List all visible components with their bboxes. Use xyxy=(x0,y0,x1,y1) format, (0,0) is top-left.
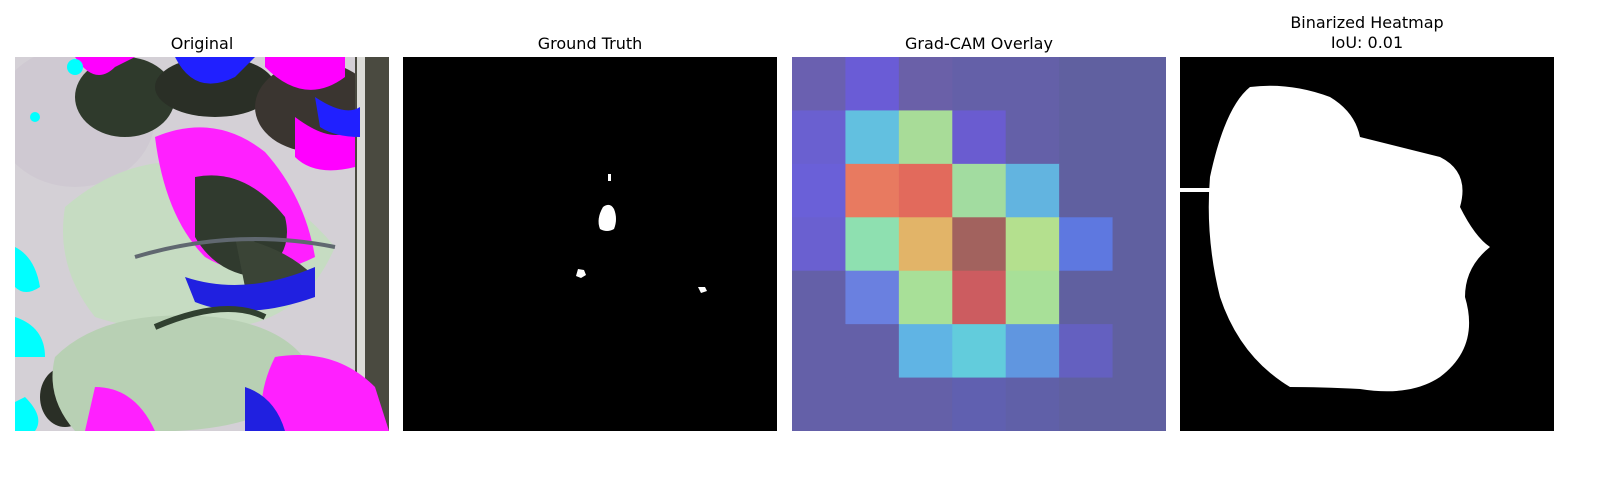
gradcam-cell xyxy=(1005,217,1060,272)
gradcam-cell xyxy=(952,377,1007,431)
gradcam-cell xyxy=(792,163,846,218)
gradcam-cell xyxy=(898,110,953,165)
gradcam-cell xyxy=(845,377,900,431)
gradcam-cell xyxy=(898,324,953,379)
gradcam-cell xyxy=(1005,110,1060,165)
gradcam-cell xyxy=(898,217,953,272)
gradcam-cell xyxy=(952,110,1007,165)
panel-gradcam-overlay: Grad-CAM Overlay xyxy=(792,0,1166,500)
gradcam-cell xyxy=(1005,324,1060,379)
gradcam-cell xyxy=(1112,217,1166,272)
gradcam-cell xyxy=(792,110,846,165)
gradcam-cell xyxy=(845,163,900,218)
panel-title-binarized-heatmap: Binarized Heatmap IoU: 0.01 xyxy=(1290,13,1444,52)
gradcam-cell xyxy=(952,217,1007,272)
gradcam-cell xyxy=(792,270,846,325)
gradcam-cell xyxy=(1059,163,1114,218)
gradcam-cell xyxy=(792,57,846,111)
panel-title-original: Original xyxy=(170,34,234,53)
gradcam-cell xyxy=(898,377,953,431)
binarized-heatmap-mask xyxy=(1180,57,1554,431)
gradcam-cell xyxy=(1059,270,1114,325)
gradcam-heatmap xyxy=(792,57,1166,431)
gradcam-cell xyxy=(1005,163,1060,218)
gradcam-cell xyxy=(952,57,1007,111)
gradcam-cell xyxy=(952,163,1007,218)
gradcam-cell xyxy=(1059,110,1114,165)
gradcam-cell xyxy=(1005,377,1060,431)
gradcam-cell xyxy=(792,377,846,431)
gradcam-cell xyxy=(1112,57,1166,111)
gradcam-cell xyxy=(1112,110,1166,165)
gradcam-cell xyxy=(1059,377,1114,431)
panel-original: Original xyxy=(15,0,389,500)
gradcam-cell xyxy=(845,57,900,111)
gradcam-cell xyxy=(1059,217,1114,272)
gradcam-cell xyxy=(792,217,846,272)
panel-title-gradcam-overlay: Grad-CAM Overlay xyxy=(905,34,1053,53)
gradcam-cell xyxy=(1059,324,1114,379)
panel-title-ground-truth: Ground Truth xyxy=(537,34,643,53)
gradcam-cell xyxy=(898,270,953,325)
gradcam-cell xyxy=(845,324,900,379)
gradcam-cell xyxy=(845,110,900,165)
gradcam-cell xyxy=(1112,377,1166,431)
gradcam-cell xyxy=(845,270,900,325)
gradcam-cell xyxy=(1005,57,1060,111)
panel-ground-truth: Ground Truth xyxy=(403,0,777,500)
ground-truth-mask xyxy=(403,57,777,431)
gradcam-cell xyxy=(1112,163,1166,218)
gradcam-cell xyxy=(1112,324,1166,379)
original-leaf-image xyxy=(15,57,389,431)
gradcam-cell xyxy=(952,270,1007,325)
gradcam-cell xyxy=(952,324,1007,379)
gradcam-cell xyxy=(1112,270,1166,325)
gradcam-cell xyxy=(792,324,846,379)
gradcam-cell xyxy=(845,217,900,272)
panel-binarized-heatmap: Binarized Heatmap IoU: 0.01 xyxy=(1180,0,1554,500)
gradcam-cell xyxy=(898,163,953,218)
gradcam-cell xyxy=(898,57,953,111)
gradcam-cell xyxy=(1005,270,1060,325)
gradcam-cell xyxy=(1059,57,1114,111)
